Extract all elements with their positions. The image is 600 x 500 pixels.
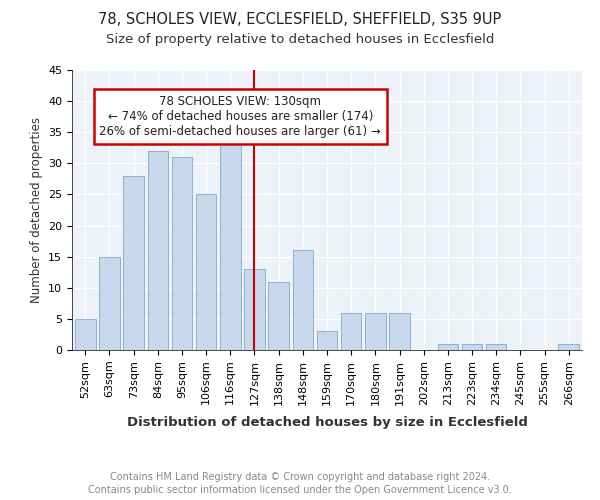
Bar [220,132,241,350]
Text: 78 SCHOLES VIEW: 130sqm
← 74% of detached houses are smaller (174)
26% of semi-d: 78 SCHOLES VIEW: 130sqm ← 74% of detache… [100,95,381,138]
Y-axis label: Number of detached properties: Number of detached properties [29,117,43,303]
Bar [559,344,579,350]
Bar [486,344,506,350]
X-axis label: Distribution of detached houses by size in Ecclesfield: Distribution of detached houses by size … [127,416,527,429]
Bar [462,344,482,350]
Bar [172,157,192,350]
Text: Contains HM Land Registry data © Crown copyright and database right 2024.: Contains HM Land Registry data © Crown c… [110,472,490,482]
Bar [196,194,217,350]
Text: Size of property relative to detached houses in Ecclesfield: Size of property relative to detached ho… [106,32,494,46]
Bar [124,176,144,350]
Text: 78, SCHOLES VIEW, ECCLESFIELD, SHEFFIELD, S35 9UP: 78, SCHOLES VIEW, ECCLESFIELD, SHEFFIELD… [98,12,502,28]
Bar [99,256,120,350]
Bar [244,269,265,350]
Bar [268,282,289,350]
Bar [75,319,95,350]
Text: Contains public sector information licensed under the Open Government Licence v3: Contains public sector information licen… [88,485,512,495]
Bar [341,312,361,350]
Bar [148,151,168,350]
Bar [437,344,458,350]
Bar [317,332,337,350]
Bar [365,312,386,350]
Bar [389,312,410,350]
Bar [293,250,313,350]
